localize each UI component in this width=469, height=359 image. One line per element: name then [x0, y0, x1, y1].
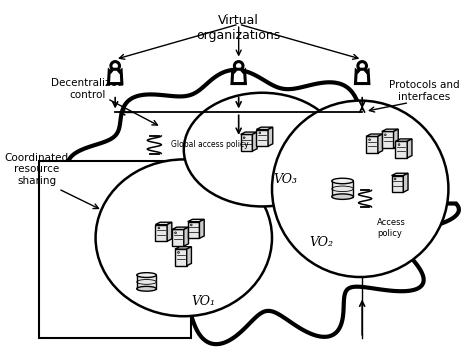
Text: Decentralized
control: Decentralized control	[52, 78, 124, 100]
Circle shape	[158, 227, 160, 229]
Polygon shape	[188, 219, 204, 222]
FancyBboxPatch shape	[366, 136, 378, 153]
Ellipse shape	[184, 93, 340, 206]
FancyBboxPatch shape	[257, 130, 268, 146]
FancyBboxPatch shape	[392, 176, 403, 192]
Text: Virtual
organizations: Virtual organizations	[197, 14, 281, 42]
Text: VO₂: VO₂	[309, 236, 333, 249]
Polygon shape	[366, 134, 383, 136]
Text: VO₃: VO₃	[274, 173, 298, 186]
Polygon shape	[393, 129, 398, 148]
FancyBboxPatch shape	[395, 141, 407, 158]
Polygon shape	[167, 222, 172, 241]
Text: Protocols and
interfaces: Protocols and interfaces	[389, 80, 459, 102]
Circle shape	[174, 232, 176, 234]
Text: Access
policy: Access policy	[377, 218, 406, 238]
Circle shape	[234, 62, 243, 70]
Polygon shape	[184, 227, 189, 246]
Circle shape	[190, 224, 192, 226]
FancyBboxPatch shape	[175, 249, 187, 266]
Polygon shape	[232, 69, 245, 84]
Polygon shape	[403, 173, 408, 192]
Polygon shape	[108, 69, 122, 84]
Polygon shape	[155, 222, 172, 225]
FancyBboxPatch shape	[172, 229, 184, 246]
Ellipse shape	[332, 194, 353, 199]
FancyBboxPatch shape	[241, 134, 252, 151]
Circle shape	[259, 132, 261, 134]
Circle shape	[111, 62, 120, 70]
Ellipse shape	[96, 159, 272, 316]
Polygon shape	[378, 134, 383, 153]
FancyBboxPatch shape	[155, 225, 167, 241]
Text: VO₁: VO₁	[191, 295, 215, 308]
Ellipse shape	[137, 272, 156, 278]
Polygon shape	[199, 219, 204, 238]
Polygon shape	[172, 227, 189, 229]
Polygon shape	[392, 173, 408, 176]
Polygon shape	[268, 127, 273, 146]
Text: Coordinated
resource
sharing: Coordinated resource sharing	[5, 153, 69, 186]
FancyBboxPatch shape	[39, 161, 191, 338]
Circle shape	[385, 134, 386, 136]
Polygon shape	[241, 132, 257, 134]
Circle shape	[243, 137, 245, 139]
Ellipse shape	[332, 178, 353, 184]
Circle shape	[398, 144, 400, 145]
Text: Global access policy: Global access policy	[171, 140, 249, 149]
Circle shape	[358, 62, 366, 70]
FancyBboxPatch shape	[188, 222, 199, 238]
Polygon shape	[356, 69, 369, 84]
Polygon shape	[257, 127, 273, 130]
FancyBboxPatch shape	[382, 131, 393, 148]
Circle shape	[369, 139, 371, 141]
Polygon shape	[252, 132, 257, 151]
Polygon shape	[175, 247, 191, 249]
Circle shape	[178, 251, 180, 253]
Ellipse shape	[272, 101, 448, 277]
Polygon shape	[382, 129, 398, 131]
FancyBboxPatch shape	[137, 275, 156, 289]
Polygon shape	[395, 139, 412, 141]
FancyBboxPatch shape	[332, 181, 353, 197]
Polygon shape	[51, 70, 459, 344]
Ellipse shape	[137, 286, 156, 291]
Polygon shape	[407, 139, 412, 158]
Polygon shape	[187, 247, 191, 266]
Circle shape	[394, 178, 396, 180]
